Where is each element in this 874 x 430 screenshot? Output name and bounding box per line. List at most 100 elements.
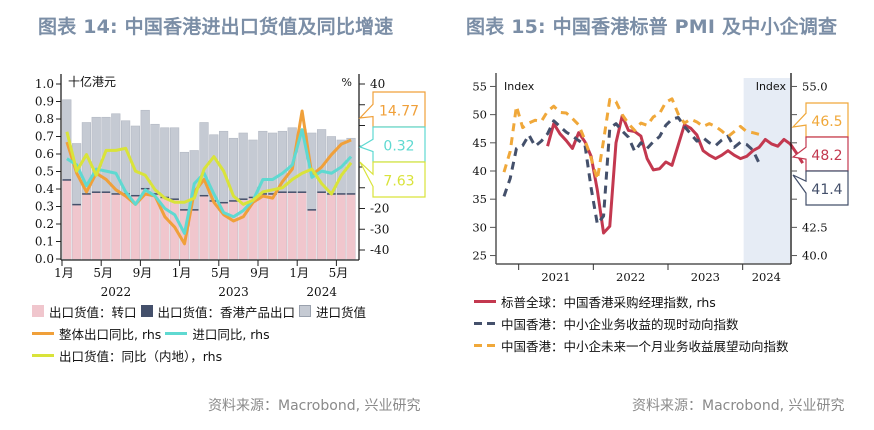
- x-tick-label: 2024: [752, 270, 781, 284]
- legend-label: 进口同比, rhs: [192, 326, 270, 342]
- bar-domestic-exports: [336, 193, 346, 195]
- left-tick-label: 0.8: [35, 112, 54, 126]
- bar-reexports: [150, 194, 160, 259]
- legend-label: 出口货值：香港产品出口: [157, 304, 296, 320]
- bar-domestic-exports: [82, 193, 91, 195]
- bar-domestic-exports: [268, 193, 277, 195]
- line-series: [546, 114, 804, 235]
- x-year-label: 2024: [306, 285, 337, 299]
- left-tick-label: 55: [472, 79, 487, 93]
- bar-domestic-exports: [180, 209, 189, 211]
- legend-item-sme-current: 中国香港：中小企业务收益的现时动向指数: [474, 314, 739, 333]
- right-tick-label: -40: [370, 243, 389, 257]
- bar-domestic-exports: [150, 193, 160, 195]
- line-series: [502, 115, 761, 226]
- legend-item-total-export-yoy: 整体出口同比, rhs: [32, 324, 161, 343]
- bar-domestic-exports: [278, 191, 287, 193]
- bar-reexports: [278, 192, 287, 259]
- legend-label: 进口货值: [316, 304, 367, 320]
- callout-box: [791, 102, 849, 138]
- bar-reexports: [327, 194, 336, 259]
- left-tick-label: 0.3: [35, 200, 54, 214]
- x-tick-label: 5月: [211, 266, 231, 280]
- left-tick-label: 45: [472, 136, 487, 150]
- legend-label: 标普全球：中国香港采购经理指数, rhs: [501, 294, 716, 310]
- left-unit-label: 十亿港元: [68, 74, 116, 89]
- bar-reexports: [287, 192, 297, 259]
- bar-domestic-exports: [189, 209, 199, 211]
- bar-domestic-exports: [91, 191, 101, 193]
- left-tick-label: 0.5: [35, 165, 54, 179]
- bar-reexports: [101, 192, 111, 259]
- right-tick-label: 40: [370, 77, 385, 91]
- x-tick-label: 9月: [133, 266, 153, 280]
- bar-domestic-exports: [111, 193, 121, 195]
- chart-14-source: 资料来源：Macrobond, 兴业研究: [208, 398, 421, 414]
- left-tick-label: 30: [472, 220, 487, 234]
- chart-14-group: 0.0 0.1 0.2 0.3 0.4 0.5 0.6 0.7 0.8 0.9 1.0 -40 -30 -…: [35, 74, 426, 299]
- bar-reexports: [82, 194, 91, 259]
- left-tick-label: 0.9: [35, 95, 54, 109]
- callout-box: [791, 136, 849, 172]
- bar-domestic-exports: [297, 191, 307, 193]
- legend-label: 出口货值：转口: [49, 304, 137, 320]
- bar-reexports: [268, 194, 277, 259]
- line-series: [502, 97, 760, 181]
- bar-reexports: [248, 197, 258, 259]
- callout-box: [358, 91, 426, 128]
- chart-15-source: 资料来源：Macrobond, 兴业研究: [632, 398, 845, 414]
- bar-reexports: [258, 194, 268, 259]
- bar-domestic-exports: [62, 179, 72, 181]
- legend-label: 出口货值：同比（内地），rhs: [59, 348, 223, 364]
- chart-15-title: 图表 15: 中国香港标普 PMI 及中小企调查: [466, 16, 838, 38]
- bar-reexports: [307, 210, 317, 259]
- bar-reexports: [199, 196, 209, 259]
- x-tick-label: 1月: [54, 266, 74, 280]
- callout-box: [792, 170, 849, 206]
- left-unit-label: Index: [504, 80, 535, 93]
- bar-domestic-exports: [199, 194, 209, 197]
- bar-reexports: [238, 199, 248, 259]
- legend-swatch: [474, 321, 496, 325]
- bar-domestic-exports: [346, 193, 356, 195]
- line-series: [65, 109, 352, 246]
- left-tick-label: 50: [472, 108, 487, 122]
- legend-item-mainland-export-yoy: 出口货值：同比（内地），rhs: [32, 346, 222, 365]
- bar-reexports: [91, 192, 101, 259]
- bar-domestic-exports: [229, 200, 238, 202]
- legend-swatch: [32, 305, 44, 317]
- x-tick-label: 1月: [172, 266, 192, 280]
- line-series: [65, 131, 353, 206]
- legend-label: 整体出口同比, rhs: [59, 326, 162, 342]
- callout-value: 7.63: [383, 174, 414, 190]
- left-tick-label: 0.4: [35, 182, 54, 196]
- bar-domestic-exports: [317, 191, 326, 193]
- legend-item-domestic-exports: 出口货值：香港产品出口: [140, 302, 296, 321]
- right-unit-label: %: [342, 76, 352, 89]
- legend-item-reexports: 出口货值：转口: [32, 302, 137, 321]
- callout-box: [358, 126, 426, 163]
- x-tick-label: 9月: [250, 266, 270, 280]
- left-tick-label: 25: [472, 249, 487, 263]
- bar-reexports: [297, 192, 307, 259]
- bar-reexports: [189, 210, 199, 259]
- x-tick-label: 2022: [616, 270, 645, 284]
- left-tick-label: 0.1: [35, 235, 54, 249]
- legend-swatch: [299, 305, 312, 317]
- bar-reexports: [336, 194, 346, 259]
- chart-14-legend: 出口货值：转口 出口货值：香港产品出口 进口货值 整体出口同比, rhs 进口同…: [32, 300, 370, 366]
- chart-15-group: 25 30 35 40 45 50 55 40.0 42.5 55.0 Index Index 2021…: [472, 73, 849, 284]
- bar-reexports: [72, 204, 81, 259]
- legend-item-imports: 进口货值: [299, 302, 366, 321]
- left-tick-label: 0.7: [35, 130, 54, 144]
- x-year-label: 2023: [218, 285, 249, 299]
- bar-domestic-exports: [219, 201, 228, 204]
- bar-domestic-exports: [307, 209, 317, 211]
- bar-domestic-exports: [131, 194, 140, 197]
- left-tick-label: 0.6: [35, 147, 54, 161]
- chart-14-title: 图表 14: 中国香港进出口货值及同比增速: [38, 16, 394, 38]
- right-tick-label: 42.5: [802, 220, 828, 234]
- bar-reexports: [140, 189, 150, 259]
